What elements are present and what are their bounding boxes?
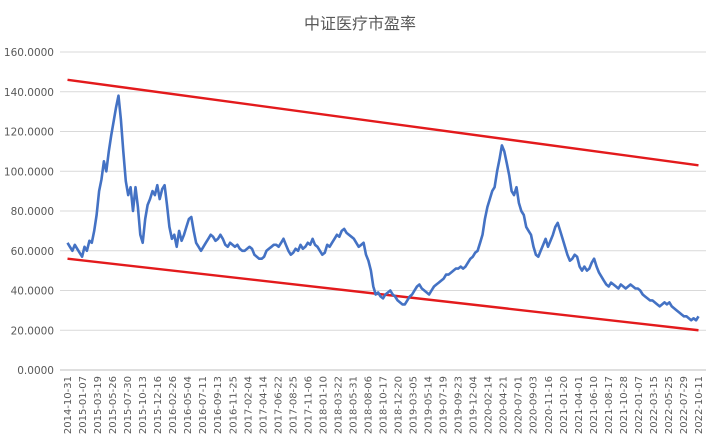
x-tick-label: 2021-08-17 [604,376,615,434]
x-tick-label: 2020-04-21 [499,376,510,434]
x-tick-label: 2018-01-10 [318,376,329,434]
x-tick-label: 2019-07-19 [439,376,450,434]
x-tick-label: 2019-12-04 [469,376,480,434]
x-tick-label: 2015-03-19 [93,376,104,434]
y-tick-label: 140.0000 [4,87,54,99]
trend-line [67,78,699,167]
x-tick-label: 2017-06-22 [273,376,284,434]
x-tick-label: 2018-03-22 [333,376,344,434]
x-axis-tick-labels: 2014-10-31 2015-01-07 2015-03-19 2015-05-26… [63,376,705,434]
x-tick-label: 2018-08-06 [363,376,374,434]
x-tick-label: 2021-06-10 [589,376,600,434]
y-tick-label: 60.0000 [11,246,54,258]
x-tick-label: 2019-09-23 [454,376,465,434]
y-tick-label: 80.0000 [11,206,54,218]
x-tick-label: 2015-05-26 [108,376,119,434]
y-axis-tick-labels: 0.0000 20.0000 40.0000 60.0000 80.0000 100.00… [4,47,54,377]
x-tick-label: 2015-01-07 [78,376,89,434]
x-tick-label: 2022-07-29 [679,376,690,434]
y-tick-label: 40.0000 [11,286,54,298]
x-tick-label: 2021-04-01 [574,376,585,434]
chart-title: 中证医疗市盈率 [304,14,416,33]
x-tick-label: 2018-05-31 [348,376,359,434]
x-tick-label: 2020-07-01 [514,376,525,434]
y-tick-label: 20.0000 [11,325,54,337]
x-tick-label: 2019-05-14 [424,376,435,434]
x-tick-label: 2018-10-17 [379,376,390,434]
series-layer [66,94,700,322]
trend-lines [67,78,699,332]
x-tick-label: 2017-08-25 [288,376,299,434]
x-tick-label: 2020-11-16 [544,376,555,434]
trend-line [67,257,699,332]
x-tick-label: 2016-09-13 [213,376,224,434]
x-tick-label: 2020-02-14 [484,376,495,434]
x-tick-label: 2022-10-11 [694,376,705,434]
x-tick-label: 2019-03-05 [409,376,420,434]
x-tick-label: 2020-09-03 [529,376,540,434]
gridlines [60,51,706,371]
x-tick-label: 2015-10-13 [138,376,149,434]
x-tick-label: 2017-04-14 [258,376,269,434]
y-tick-label: 120.0000 [4,127,54,139]
x-tick-label: 2016-05-04 [183,376,194,434]
x-tick-label: 2021-01-20 [559,376,570,434]
x-tick-label: 2021-10-28 [619,376,630,434]
x-tick-label: 2018-12-20 [394,376,405,434]
x-tick-label: 2015-12-16 [153,376,164,434]
y-tick-label: 0.0000 [17,365,54,377]
x-tick-label: 2016-07-11 [198,376,209,434]
y-tick-label: 160.0000 [4,47,54,59]
x-tick-label: 2017-02-04 [243,376,254,434]
x-tick-label: 2016-02-26 [168,376,179,434]
y-tick-label: 100.0000 [4,166,54,178]
x-tick-label: 2022-05-25 [664,376,675,434]
x-tick-label: 2014-10-31 [63,376,74,434]
x-tick-label: 2015-07-30 [123,376,134,434]
x-tick-label: 2016-11-25 [228,376,239,434]
x-tick-label: 2017-11-06 [303,376,314,434]
series-line [66,94,700,322]
x-tick-label: 2022-01-07 [634,376,645,434]
x-tick-label: 2022-03-15 [649,376,660,434]
